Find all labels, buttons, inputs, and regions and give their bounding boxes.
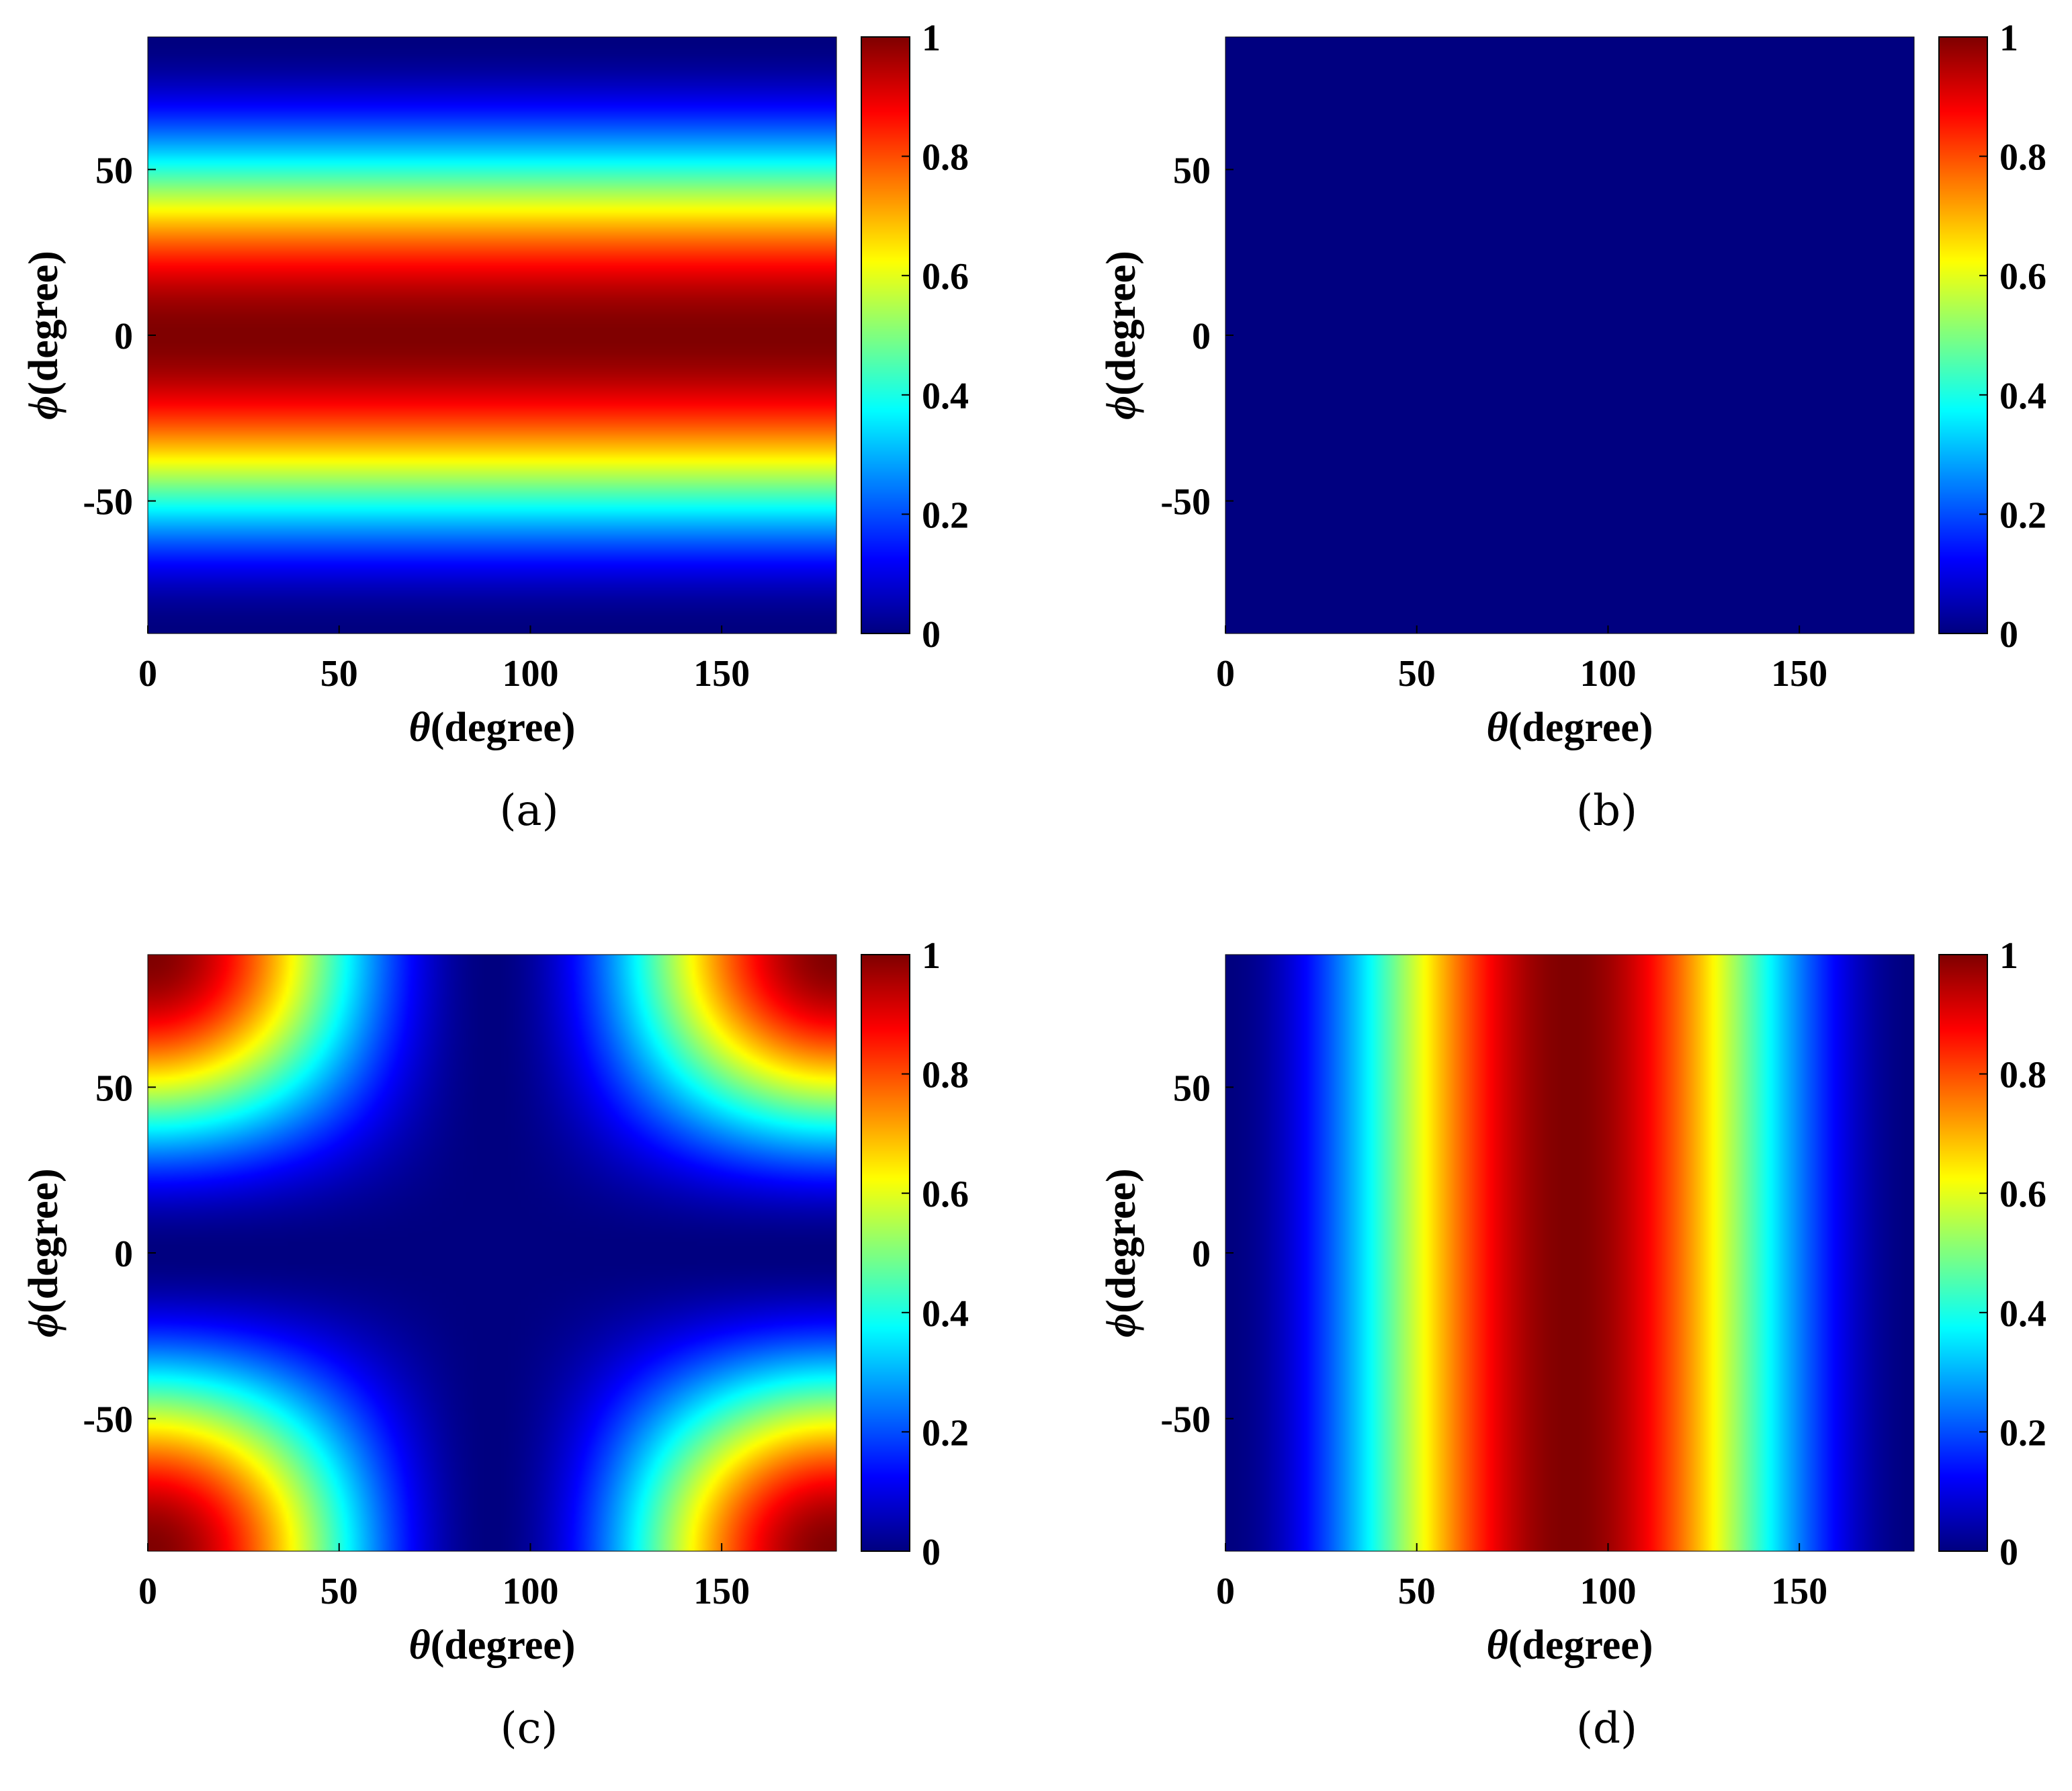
y-tick-label: 0	[114, 316, 133, 357]
colorbar-tick-label: 0	[922, 1532, 941, 1573]
colorbar-tick-label: 0.6	[1999, 256, 2046, 298]
x-tick-label: 150	[693, 1571, 750, 1612]
y-tick-label: 0	[1192, 316, 1211, 357]
x-axis-label: θ(degree)	[409, 1622, 576, 1668]
y-axis-label: ϕ(degree)	[21, 251, 67, 420]
x-tick-label: 100	[502, 1571, 558, 1612]
x-tick-label: 50	[320, 1571, 358, 1612]
y-tick-label: 50	[1173, 1067, 1211, 1109]
colorbar-tick-label: 1	[1999, 935, 2018, 977]
x-tick-label: 100	[1580, 1571, 1636, 1612]
heatmap-surface	[148, 955, 836, 1551]
colorbar-tick-label: 0	[1999, 1532, 2018, 1573]
x-tick-label: 50	[1398, 653, 1436, 695]
colorbar	[861, 955, 910, 1551]
chart-svg: 1 0.8 0.6 0.4 0.2 0 0 50 100 150 50 0 -50 θ(degree) ϕ(…	[21, 17, 969, 836]
y-tick-label: -50	[1160, 482, 1211, 523]
colorbar-tick-label: 1	[1999, 17, 2018, 59]
plot-frame	[1225, 36, 1915, 634]
y-tick-label: -50	[83, 1399, 133, 1441]
y-tick-label: 50	[1173, 150, 1211, 191]
y-tick-label: 0	[114, 1233, 133, 1275]
colorbar-tick-label: 0.4	[922, 1293, 969, 1335]
colorbar-tick-label: 0.2	[1999, 1412, 2046, 1454]
y-tick-label: 50	[95, 150, 133, 191]
x-tick-label: 100	[502, 653, 558, 695]
x-axis-label: θ(degree)	[409, 705, 576, 750]
colorbar-tick-label: 0.8	[922, 1055, 969, 1096]
colorbar-frame	[1938, 36, 1988, 634]
x-tick-label: 150	[1771, 1571, 1827, 1612]
plot-frame	[1225, 954, 1915, 1552]
x-tick-label: 100	[1580, 653, 1636, 695]
x-tick-label: 0	[1216, 1571, 1235, 1612]
y-axis-label: ϕ(degree)	[21, 1168, 67, 1338]
colorbar	[861, 37, 910, 634]
y-tick-label: 50	[95, 1067, 133, 1109]
chart-svg: 1 0.8 0.6 0.4 0.2 0 0 50 100 150 50 0 -50 θ(degree) ϕ(…	[21, 935, 969, 1753]
panel-caption: (b)	[1576, 786, 1637, 836]
colorbar-tick-label: 1	[922, 935, 941, 977]
heatmap-surface	[1225, 955, 1914, 1551]
colorbar-tick-label: 0.4	[922, 376, 969, 417]
x-tick-label: 150	[693, 653, 750, 695]
panel-c: 1 0.8 0.6 0.4 0.2 0 0 50 100 150 50 0 -50 θ(degree) ϕ(…	[0, 918, 1075, 1791]
x-tick-label: 150	[1771, 653, 1827, 695]
y-axis-label: ϕ(degree)	[1098, 251, 1144, 420]
colorbar-tick-label: 0.2	[922, 494, 969, 536]
heatmap-surface	[1225, 37, 1914, 634]
x-tick-label: 0	[138, 1571, 157, 1612]
colorbar-tick-label: 0.8	[922, 137, 969, 179]
colorbar-tick-label: 0.8	[1999, 1055, 2046, 1096]
plot-frame	[147, 954, 837, 1552]
x-tick-label: 50	[1398, 1571, 1436, 1612]
panel-caption: (a)	[499, 786, 558, 836]
x-tick-label: 50	[320, 653, 358, 695]
colorbar-tick-label: 0.2	[922, 1412, 969, 1454]
heatmap-surface	[148, 37, 836, 634]
panel-a: 1 0.8 0.6 0.4 0.2 0 0 50 100 150 50 0 -50 θ(degree) ϕ(…	[0, 0, 1075, 873]
x-tick-label: 0	[1216, 653, 1235, 695]
colorbar-tick-label: 0.8	[1999, 137, 2046, 179]
panel-b: 1 0.8 0.6 0.4 0.2 0 0 50 100 150 50 0 -50 θ(degree) ϕ(…	[1078, 0, 2072, 873]
colorbar-tick-label: 0.4	[1999, 376, 2046, 417]
y-tick-label: -50	[83, 482, 133, 523]
colorbar	[1939, 955, 1987, 1551]
x-axis-label: θ(degree)	[1487, 1622, 1653, 1668]
y-tick-label: 0	[1192, 1233, 1211, 1275]
panel-caption: (c)	[501, 1704, 558, 1753]
colorbar-tick-label: 0.6	[1999, 1174, 2046, 1215]
colorbar-frame	[861, 954, 910, 1552]
chart-svg: 1 0.8 0.6 0.4 0.2 0 0 50 100 150 50 0 -50 θ(degree) ϕ(…	[1098, 17, 2046, 836]
panel-d: 1 0.8 0.6 0.4 0.2 0 0 50 100 150 50 0 -50 θ(degree) ϕ(…	[1078, 918, 2072, 1791]
panel-caption: (d)	[1576, 1704, 1637, 1753]
colorbar-tick-label: 0	[922, 614, 941, 656]
x-tick-label: 0	[138, 653, 157, 695]
colorbar-tick-label: 0.6	[922, 1174, 969, 1215]
colorbar-tick-label: 0.2	[1999, 494, 2046, 536]
colorbar-frame	[1938, 954, 1988, 1552]
chart-svg: 1 0.8 0.6 0.4 0.2 0 0 50 100 150 50 0 -50 θ(degree) ϕ(…	[1098, 935, 2046, 1753]
colorbar	[1939, 37, 1987, 634]
colorbar-tick-label: 0	[1999, 614, 2018, 656]
colorbar-tick-label: 0.4	[1999, 1293, 2046, 1335]
colorbar-frame	[861, 36, 910, 634]
x-axis-label: θ(degree)	[1487, 705, 1653, 750]
plot-frame	[147, 36, 837, 634]
y-tick-label: -50	[1160, 1399, 1211, 1441]
colorbar-tick-label: 0.6	[922, 256, 969, 298]
y-axis-label: ϕ(degree)	[1098, 1168, 1144, 1338]
colorbar-tick-label: 1	[922, 17, 941, 59]
